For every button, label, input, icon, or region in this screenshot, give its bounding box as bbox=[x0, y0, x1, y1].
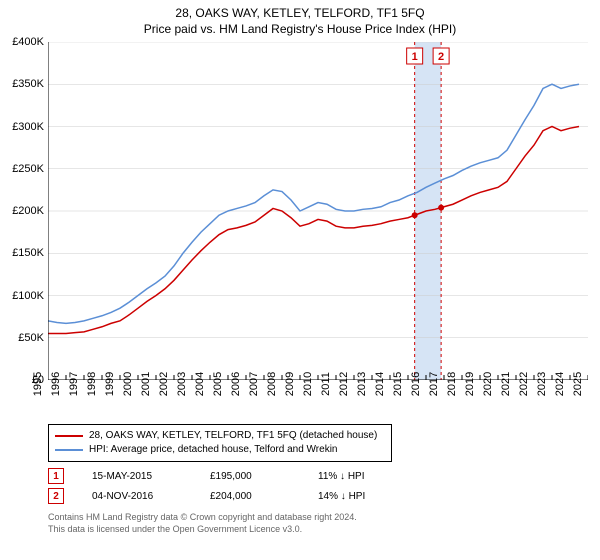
x-tick-label: 2022 bbox=[518, 372, 530, 396]
attribution-text: Contains HM Land Registry data © Crown c… bbox=[48, 512, 357, 535]
x-tick-label: 2016 bbox=[410, 372, 422, 396]
x-tick-label: 2004 bbox=[194, 372, 206, 396]
sale-date: 04-NOV-2016 bbox=[92, 491, 182, 502]
sale-date: 15-MAY-2015 bbox=[92, 471, 182, 482]
legend-label: 28, OAKS WAY, KETLEY, TELFORD, TF1 5FQ (… bbox=[89, 429, 377, 443]
sale-marker-box: 2 bbox=[48, 488, 64, 504]
sale-price: £195,000 bbox=[210, 471, 290, 482]
y-tick-label: £300K bbox=[12, 121, 44, 133]
x-tick-label: 2013 bbox=[356, 372, 368, 396]
y-tick-label: £400K bbox=[12, 36, 44, 48]
x-tick-label: 2000 bbox=[122, 372, 134, 396]
x-tick-label: 2019 bbox=[464, 372, 476, 396]
x-tick-label: 2025 bbox=[572, 372, 584, 396]
x-tick-label: 2011 bbox=[320, 372, 332, 396]
x-tick-label: 2006 bbox=[230, 372, 242, 396]
y-tick-label: £50K bbox=[18, 332, 44, 344]
y-tick-label: £100K bbox=[12, 290, 44, 302]
x-tick-label: 1998 bbox=[86, 372, 98, 396]
sale-marker-box: 1 bbox=[48, 468, 64, 484]
x-tick-label: 2009 bbox=[284, 372, 296, 396]
legend-item: 28, OAKS WAY, KETLEY, TELFORD, TF1 5FQ (… bbox=[55, 429, 385, 443]
x-tick-label: 2015 bbox=[392, 372, 404, 396]
x-tick-label: 1996 bbox=[50, 372, 62, 396]
sales-row: 1 15-MAY-2015 £195,000 11% ↓ HPI bbox=[48, 468, 365, 484]
x-tick-label: 1999 bbox=[104, 372, 116, 396]
legend-swatch bbox=[55, 435, 83, 437]
x-tick-label: 2024 bbox=[554, 372, 566, 396]
y-tick-label: £350K bbox=[12, 78, 44, 90]
x-tick-label: 2007 bbox=[248, 372, 260, 396]
sales-row: 2 04-NOV-2016 £204,000 14% ↓ HPI bbox=[48, 488, 365, 504]
sale-delta: 14% ↓ HPI bbox=[318, 491, 365, 502]
chart-container: 28, OAKS WAY, KETLEY, TELFORD, TF1 5FQ P… bbox=[0, 0, 600, 560]
sales-table: 1 15-MAY-2015 £195,000 11% ↓ HPI 2 04-NOV-201… bbox=[48, 468, 365, 508]
svg-text:1: 1 bbox=[412, 51, 418, 63]
x-tick-label: 1995 bbox=[32, 372, 44, 396]
plot-svg: 12 bbox=[48, 42, 588, 380]
x-tick-label: 2014 bbox=[374, 372, 386, 396]
x-tick-label: 2018 bbox=[446, 372, 458, 396]
x-tick-label: 2021 bbox=[500, 372, 512, 396]
x-tick-label: 2008 bbox=[266, 372, 278, 396]
y-tick-label: £150K bbox=[12, 247, 44, 259]
x-tick-label: 2020 bbox=[482, 372, 494, 396]
x-tick-label: 2017 bbox=[428, 372, 440, 396]
sale-delta: 11% ↓ HPI bbox=[318, 471, 365, 482]
legend-box: 28, OAKS WAY, KETLEY, TELFORD, TF1 5FQ (… bbox=[48, 424, 392, 462]
x-tick-label: 2002 bbox=[158, 372, 170, 396]
attribution-line-1: Contains HM Land Registry data © Crown c… bbox=[48, 512, 357, 524]
x-tick-label: 2010 bbox=[302, 372, 314, 396]
x-tick-label: 2005 bbox=[212, 372, 224, 396]
chart-title: 28, OAKS WAY, KETLEY, TELFORD, TF1 5FQ bbox=[0, 0, 600, 20]
plot-area: 12 £0£50K£100K£150K£200K£250K£300K£350K£… bbox=[48, 42, 588, 380]
y-tick-label: £250K bbox=[12, 163, 44, 175]
chart-subtitle: Price paid vs. HM Land Registry's House … bbox=[0, 20, 600, 40]
x-tick-label: 2001 bbox=[140, 372, 152, 396]
svg-text:2: 2 bbox=[438, 51, 444, 63]
x-tick-label: 2003 bbox=[176, 372, 188, 396]
legend-item: HPI: Average price, detached house, Telf… bbox=[55, 443, 385, 457]
x-tick-label: 2023 bbox=[536, 372, 548, 396]
legend-label: HPI: Average price, detached house, Telf… bbox=[89, 443, 338, 457]
sale-price: £204,000 bbox=[210, 491, 290, 502]
x-tick-label: 1997 bbox=[68, 372, 80, 396]
x-tick-label: 2012 bbox=[338, 372, 350, 396]
attribution-line-2: This data is licensed under the Open Gov… bbox=[48, 524, 357, 536]
y-tick-label: £200K bbox=[12, 205, 44, 217]
legend-swatch bbox=[55, 449, 83, 451]
